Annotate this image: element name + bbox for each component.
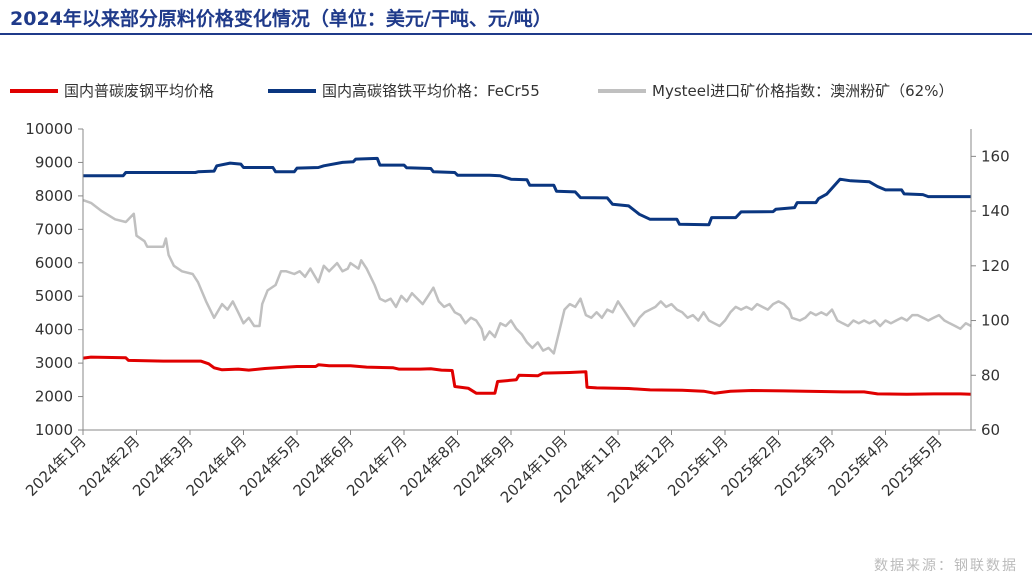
legend-label-ferrochrome: 国内高碳铬铁平均价格：FeCr55: [322, 82, 540, 100]
y-left-tick-label: 6000: [35, 254, 73, 272]
legend-swatch-iron-ore: [598, 88, 646, 93]
y-right-tick-label: 120: [981, 257, 1010, 275]
data-source: 数据来源：钢联数据: [874, 558, 1018, 574]
y-left-tick-label: 7000: [35, 220, 73, 238]
y-left-tick-label: 3000: [35, 354, 73, 372]
y-right-tick-label: 80: [981, 366, 1000, 384]
series-line-iron-ore: [82, 198, 972, 355]
legend-item-scrap-steel: 国内普碳废钢平均价格: [10, 80, 214, 101]
y-left-tick-label: 2000: [35, 388, 73, 406]
y-left-tick-label: 8000: [35, 187, 73, 205]
y-left-tick-label: 1000: [35, 421, 73, 439]
chart-title: 2024年以来部分原料价格变化情况（单位：美元/干吨、元/吨）: [10, 8, 552, 30]
y-left-tick-label: 4000: [35, 321, 73, 339]
legend-label-scrap-steel: 国内普碳废钢平均价格: [64, 82, 215, 100]
legend-item-iron-ore: Mysteel进口矿价格指数：澳洲粉矿（62%）: [598, 80, 953, 101]
legend-swatch-scrap-steel: [10, 88, 58, 93]
y-right-tick-label: 100: [981, 312, 1010, 330]
y-right-tick-label: 140: [981, 202, 1010, 220]
y-left-tick-label: 9000: [35, 153, 73, 171]
plot-area: [82, 156, 972, 396]
y-left-tick-label: 10000: [25, 120, 73, 138]
y-left-tick-label: 5000: [35, 287, 73, 305]
legend-item-ferrochrome: 国内高碳铬铁平均价格：FeCr55: [268, 80, 540, 101]
legend-swatch-ferrochrome: [268, 88, 316, 93]
y-right-tick-label: 60: [981, 421, 1000, 439]
series-line-scrap-steel: [82, 355, 972, 396]
y-right-tick-label: 160: [981, 147, 1010, 165]
series-line-ferrochrome: [83, 156, 972, 227]
legend-label-iron-ore: Mysteel进口矿价格指数：澳洲粉矿（62%）: [652, 82, 954, 100]
title-underline: [0, 33, 1032, 35]
